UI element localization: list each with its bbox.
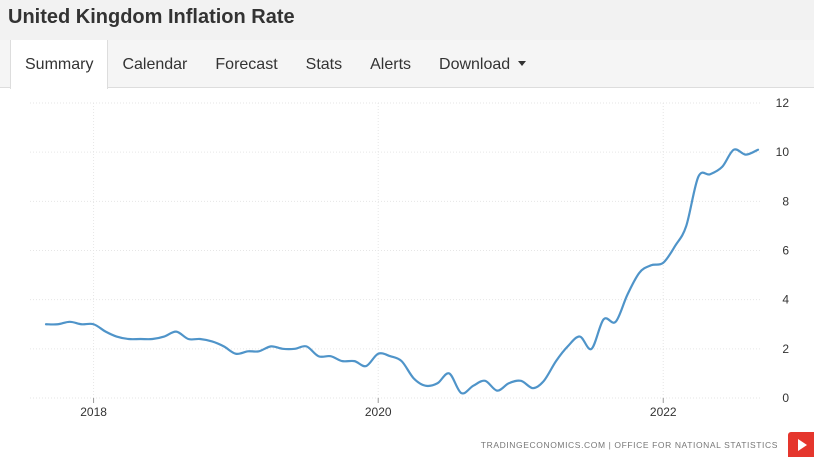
tab-summary-label: Summary <box>25 56 94 73</box>
tab-calendar-label: Calendar <box>122 56 188 73</box>
tab-alerts[interactable]: Alerts <box>356 40 425 88</box>
tab-stats[interactable]: Stats <box>292 40 356 88</box>
tab-download-label: Download <box>439 56 511 73</box>
inflation-chart: 0 2 4 6 8 10 12 2018 2020 2022 <box>30 96 790 419</box>
tab-download[interactable]: Download <box>425 40 540 88</box>
y-tick-label: 2 <box>782 342 789 356</box>
tab-list: Summary Calendar Forecast Stats Alerts D… <box>10 40 540 89</box>
chart-series <box>44 148 760 395</box>
y-tick-label: 0 <box>782 391 789 405</box>
tab-alerts-label: Alerts <box>370 56 412 73</box>
y-axis: 0 2 4 6 8 10 12 <box>776 96 790 405</box>
y-tick-label: 12 <box>776 96 790 110</box>
x-tick-label: 2022 <box>650 405 677 419</box>
x-tick-label: 2018 <box>80 405 107 419</box>
tab-forecast[interactable]: Forecast <box>201 40 291 88</box>
x-tick-label: 2020 <box>365 405 392 419</box>
play-button[interactable] <box>788 432 814 457</box>
tabs-bar: Summary Calendar Forecast Stats Alerts D… <box>0 40 814 89</box>
x-axis: 2018 2020 2022 <box>80 398 677 419</box>
chart-grid <box>30 102 760 399</box>
y-tick-label: 10 <box>776 145 790 159</box>
tab-calendar[interactable]: Calendar <box>108 40 201 88</box>
page-title: United Kingdom Inflation Rate <box>8 6 295 28</box>
y-tick-label: 6 <box>782 244 789 258</box>
chevron-down-icon <box>518 61 527 67</box>
y-tick-label: 4 <box>782 293 789 307</box>
source-attribution: TRADINGECONOMICS.COM | OFFICE FOR NATION… <box>480 440 778 450</box>
tab-forecast-label: Forecast <box>215 56 278 73</box>
y-tick-label: 8 <box>782 194 789 208</box>
series-line <box>44 148 760 395</box>
tab-summary[interactable]: Summary <box>10 40 109 89</box>
tab-stats-label: Stats <box>305 56 343 73</box>
title-bar: United Kingdom Inflation Rate <box>0 0 814 40</box>
